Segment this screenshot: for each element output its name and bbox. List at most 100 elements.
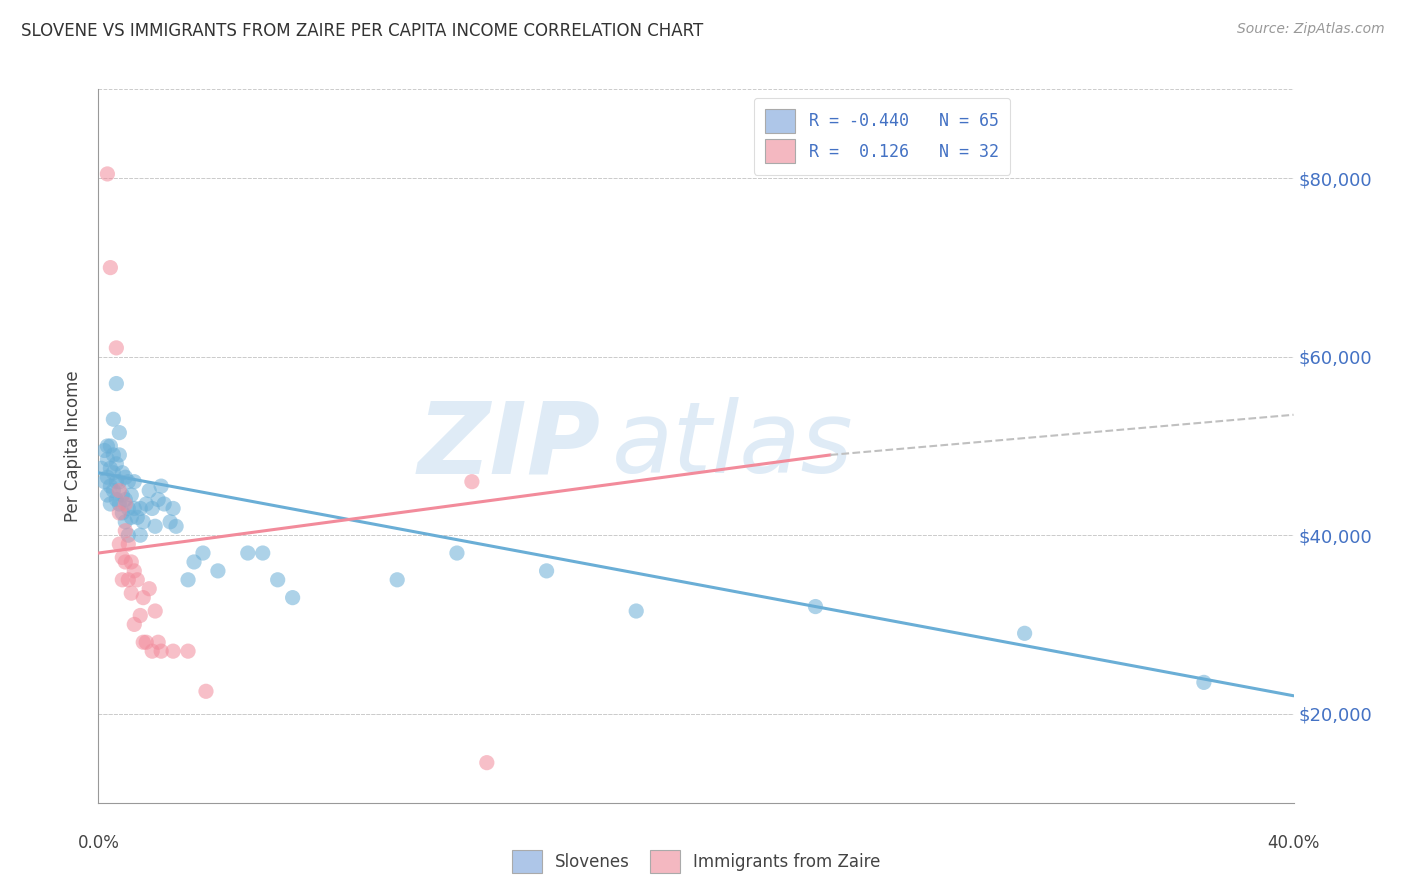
Point	[177, 644, 200, 658]
Point	[100, 461, 122, 475]
Point	[108, 537, 131, 551]
Point	[143, 519, 166, 533]
Point	[159, 515, 181, 529]
Point	[103, 483, 125, 498]
Point	[117, 537, 139, 551]
Point	[536, 564, 558, 578]
Point	[446, 546, 468, 560]
Point	[1192, 675, 1215, 690]
Point	[111, 550, 134, 565]
Point	[120, 510, 142, 524]
Point	[475, 756, 498, 770]
Point	[114, 515, 136, 529]
Point	[150, 644, 173, 658]
Point	[111, 488, 134, 502]
Text: SLOVENE VS IMMIGRANTS FROM ZAIRE PER CAPITA INCOME CORRELATION CHART: SLOVENE VS IMMIGRANTS FROM ZAIRE PER CAP…	[21, 22, 703, 40]
Point	[135, 497, 157, 511]
Point	[120, 586, 142, 600]
Point	[461, 475, 484, 489]
Point	[124, 475, 146, 489]
Point	[207, 564, 229, 578]
Point	[191, 546, 214, 560]
Text: ZIP: ZIP	[418, 398, 600, 494]
Point	[100, 479, 122, 493]
Text: atlas: atlas	[613, 398, 853, 494]
Point	[148, 635, 170, 649]
Point	[385, 573, 409, 587]
Point	[96, 470, 118, 484]
Point	[1014, 626, 1036, 640]
Point	[120, 488, 142, 502]
Point	[138, 582, 160, 596]
Point	[114, 555, 136, 569]
Point	[105, 376, 128, 391]
Point	[177, 573, 200, 587]
Point	[165, 519, 187, 533]
Point	[103, 448, 125, 462]
Point	[114, 470, 136, 484]
Point	[195, 684, 218, 698]
Point	[96, 167, 118, 181]
Point	[93, 443, 115, 458]
Text: Source: ZipAtlas.com: Source: ZipAtlas.com	[1237, 22, 1385, 37]
Point	[105, 475, 128, 489]
Point	[129, 501, 152, 516]
Point	[124, 617, 146, 632]
Point	[117, 475, 139, 489]
Point	[162, 501, 184, 516]
Point	[105, 492, 128, 507]
Point	[105, 341, 128, 355]
Point	[96, 439, 118, 453]
Point	[129, 608, 152, 623]
Point	[96, 452, 118, 467]
Point	[108, 506, 131, 520]
Point	[183, 555, 205, 569]
Point	[132, 515, 155, 529]
Point	[108, 497, 131, 511]
Point	[100, 497, 122, 511]
Point	[141, 644, 163, 658]
Point	[108, 425, 131, 440]
Point	[804, 599, 827, 614]
Point	[114, 524, 136, 538]
Point	[132, 591, 155, 605]
Point	[153, 497, 176, 511]
Point	[132, 635, 155, 649]
Text: 0.0%: 0.0%	[77, 834, 120, 852]
Point	[108, 483, 131, 498]
Point	[103, 466, 125, 480]
Y-axis label: Per Capita Income: Per Capita Income	[65, 370, 83, 522]
Point	[143, 604, 166, 618]
Legend: Slovenes, Immigrants from Zaire: Slovenes, Immigrants from Zaire	[505, 843, 887, 880]
Point	[127, 510, 149, 524]
Point	[103, 412, 125, 426]
Point	[135, 635, 157, 649]
Point	[281, 591, 304, 605]
Point	[141, 501, 163, 516]
Point	[124, 564, 146, 578]
Point	[236, 546, 259, 560]
Point	[111, 573, 134, 587]
Point	[162, 644, 184, 658]
Point	[124, 501, 146, 516]
Point	[96, 488, 118, 502]
Point	[252, 546, 274, 560]
Point	[100, 439, 122, 453]
Point	[108, 448, 131, 462]
Point	[120, 555, 142, 569]
Point	[117, 573, 139, 587]
Point	[267, 573, 290, 587]
Point	[93, 475, 115, 489]
Text: 40.0%: 40.0%	[1267, 834, 1320, 852]
Point	[148, 492, 170, 507]
Point	[114, 492, 136, 507]
Point	[90, 461, 112, 475]
Point	[138, 483, 160, 498]
Point	[114, 497, 136, 511]
Point	[117, 501, 139, 516]
Point	[111, 466, 134, 480]
Point	[127, 573, 149, 587]
Point	[108, 475, 131, 489]
Point	[105, 457, 128, 471]
Point	[150, 479, 173, 493]
